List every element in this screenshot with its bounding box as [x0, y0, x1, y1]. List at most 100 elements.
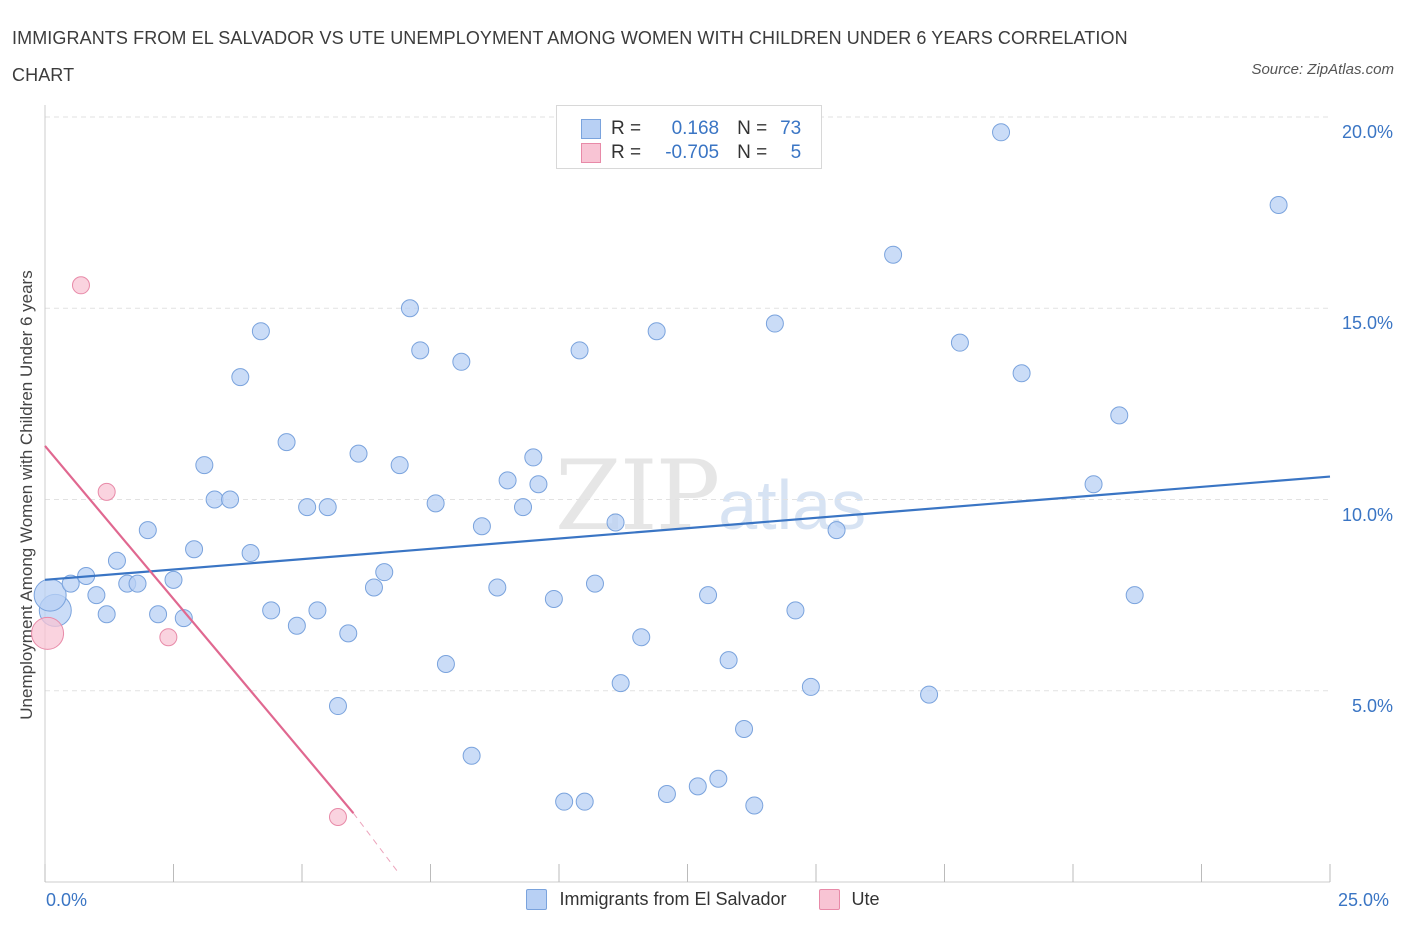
point-ute — [31, 616, 65, 650]
point-ute — [328, 807, 347, 826]
legend-item-ute[interactable]: Ute — [818, 889, 880, 910]
x-tick-min: 0.0% — [46, 890, 88, 910]
point-salvador — [277, 433, 296, 452]
point-salvador — [555, 792, 574, 811]
n-value: 73 — [780, 118, 802, 139]
correlation-legend: R = 0.168 N = 73 R = -0.705 N = 5 — [556, 105, 822, 169]
point-salvador — [1110, 406, 1129, 425]
point-salvador — [1012, 364, 1031, 383]
point-salvador — [632, 628, 651, 647]
point-salvador — [884, 245, 903, 264]
point-salvador — [745, 796, 764, 815]
point-salvador — [529, 475, 548, 494]
point-salvador — [400, 299, 419, 318]
point-salvador — [488, 578, 507, 597]
point-salvador — [87, 586, 106, 605]
point-salvador — [287, 616, 306, 635]
point-salvador — [375, 563, 394, 582]
trend-extension-ute — [353, 812, 401, 875]
axes — [44, 105, 1331, 883]
point-salvador — [1269, 195, 1288, 214]
point-salvador — [138, 521, 157, 540]
data-points — [31, 123, 1288, 826]
point-salvador — [426, 494, 445, 513]
legend-label-ute: Ute — [851, 889, 880, 909]
point-salvador — [735, 720, 754, 738]
point-salvador — [801, 677, 820, 696]
point-salvador — [452, 352, 471, 371]
point-salvador — [318, 498, 337, 517]
legend-row-ute: R = -0.705 N = 5 — [581, 140, 801, 166]
point-salvador — [97, 605, 116, 624]
point-salvador — [298, 498, 317, 517]
point-salvador — [950, 333, 969, 352]
x-tick-max: 25.0% — [1338, 890, 1390, 910]
point-ute — [159, 628, 178, 647]
legend-label-salvador: Immigrants from El Salvador — [559, 889, 787, 909]
watermark-zip: ZIP — [555, 440, 720, 552]
point-salvador — [1084, 475, 1103, 494]
point-salvador — [611, 674, 630, 693]
point-salvador — [349, 444, 368, 463]
point-salvador — [164, 570, 183, 589]
chart-title: IMMIGRANTS FROM EL SALVADOR VS UTE UNEMP… — [12, 28, 1128, 85]
y-tick-label: 5.0% — [1351, 695, 1393, 716]
point-salvador — [688, 777, 707, 796]
point-salvador — [128, 574, 147, 593]
point-salvador — [992, 123, 1011, 142]
point-salvador — [1125, 586, 1144, 605]
point-salvador — [149, 605, 168, 624]
point-salvador — [195, 456, 214, 475]
r-label: R = — [611, 118, 642, 139]
y-tick-label: 20.0% — [1341, 122, 1393, 142]
legend-item-salvador[interactable]: Immigrants from El Salvador — [526, 889, 787, 910]
point-salvador — [241, 544, 260, 563]
point-salvador — [585, 574, 604, 593]
point-salvador — [339, 624, 358, 643]
point-salvador — [308, 601, 327, 620]
y-tick-label: 10.0% — [1341, 504, 1393, 525]
trend-lines — [44, 445, 1331, 875]
legend-row-salvador: R = 0.168 N = 73 — [581, 116, 801, 142]
legend-swatch-blue — [581, 119, 601, 139]
legend-swatch-pink — [581, 143, 601, 163]
point-salvador — [61, 574, 80, 593]
r-value: 0.168 — [671, 118, 720, 139]
point-ute — [97, 482, 116, 501]
point-salvador — [514, 498, 533, 517]
point-salvador — [498, 471, 517, 490]
point-salvador — [364, 578, 383, 597]
n-label: N = — [737, 118, 768, 139]
point-salvador — [262, 601, 281, 620]
trend-line-ute — [44, 445, 355, 814]
grid-lines — [45, 116, 1330, 692]
point-salvador — [575, 792, 594, 811]
n-label: N = — [737, 142, 768, 163]
point-salvador — [205, 490, 224, 509]
trend-line-salvador — [44, 475, 1331, 581]
point-salvador — [699, 586, 718, 605]
point-salvador — [786, 601, 805, 620]
source-note: Source: ZipAtlas.com — [1251, 61, 1394, 78]
point-salvador — [524, 448, 543, 467]
n-value: 5 — [790, 142, 802, 163]
point-salvador — [328, 697, 347, 716]
point-salvador — [827, 521, 846, 540]
watermark: ZIPatlas — [555, 440, 866, 552]
point-salvador — [185, 540, 204, 559]
legend-swatch-pink — [818, 889, 840, 910]
point-salvador — [33, 578, 67, 612]
point-salvador — [462, 746, 481, 765]
point-salvador — [920, 685, 939, 704]
point-salvador — [436, 654, 455, 673]
legend-swatch-blue — [526, 889, 548, 910]
r-value: -0.705 — [665, 142, 720, 163]
point-salvador — [647, 322, 666, 341]
point-salvador — [411, 341, 430, 360]
point-salvador — [657, 785, 676, 804]
point-salvador — [251, 322, 270, 341]
point-salvador — [719, 651, 738, 670]
point-salvador — [765, 314, 784, 333]
point-salvador — [606, 513, 625, 532]
